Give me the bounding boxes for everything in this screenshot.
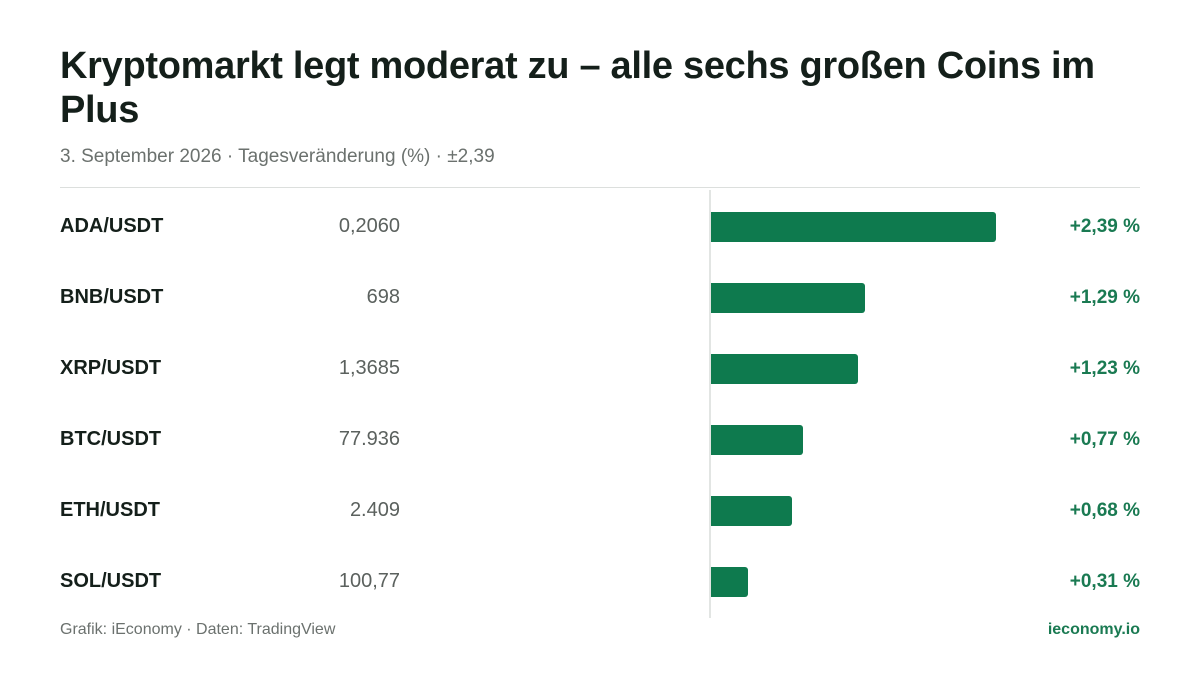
change-label: +2,39 % [1069,216,1140,237]
change-bar [711,496,793,526]
table-row: BNB/USDT 698 +1,29 % [0,262,1200,333]
zero-axis-line [709,190,711,618]
price-value: 77.936 [338,428,400,450]
change-label: +0,31 % [1069,571,1140,592]
table-row: SOL/USDT 100,77 +0,31 % [0,546,1200,617]
price-value: 698 [366,286,400,308]
table-row: XRP/USDT 1,3685 +1,23 % [0,333,1200,404]
pair-label: XRP/USDT [60,357,162,379]
source-note: Grafik: iEconomy · Daten: TradingView [60,621,336,638]
price-value: 0,2060 [338,215,400,237]
change-bar [711,425,803,455]
change-bar [711,354,858,384]
pair-label: ADA/USDT [60,215,164,237]
table-row: ADA/USDT 0,2060 +2,39 % [0,191,1200,262]
price-value: 1,3685 [338,357,400,379]
chart-title: Kryptomarkt legt moderat zu – alle sechs… [60,45,1095,131]
change-bar [711,567,748,597]
brand-link[interactable]: ieconomy.io [1047,621,1140,638]
pair-label: BTC/USDT [60,428,162,450]
change-label: +0,68 % [1069,500,1140,521]
pair-label: ETH/USDT [60,499,160,521]
change-bar [711,212,996,242]
change-label: +1,23 % [1069,358,1140,379]
table-row: BTC/USDT 77.936 +0,77 % [0,404,1200,475]
pair-label: BNB/USDT [60,286,164,308]
change-bar [711,283,865,313]
change-label: +0,77 % [1069,429,1140,450]
price-value: 100,77 [338,570,400,592]
pair-label: SOL/USDT [60,570,162,592]
chart-subtitle: 3. September 2026 · Tagesveränderung (%)… [60,146,495,167]
header-divider [60,187,1140,188]
table-row: ETH/USDT 2.409 +0,68 % [0,475,1200,546]
price-value: 2.409 [349,499,400,521]
change-label: +1,29 % [1069,287,1140,308]
